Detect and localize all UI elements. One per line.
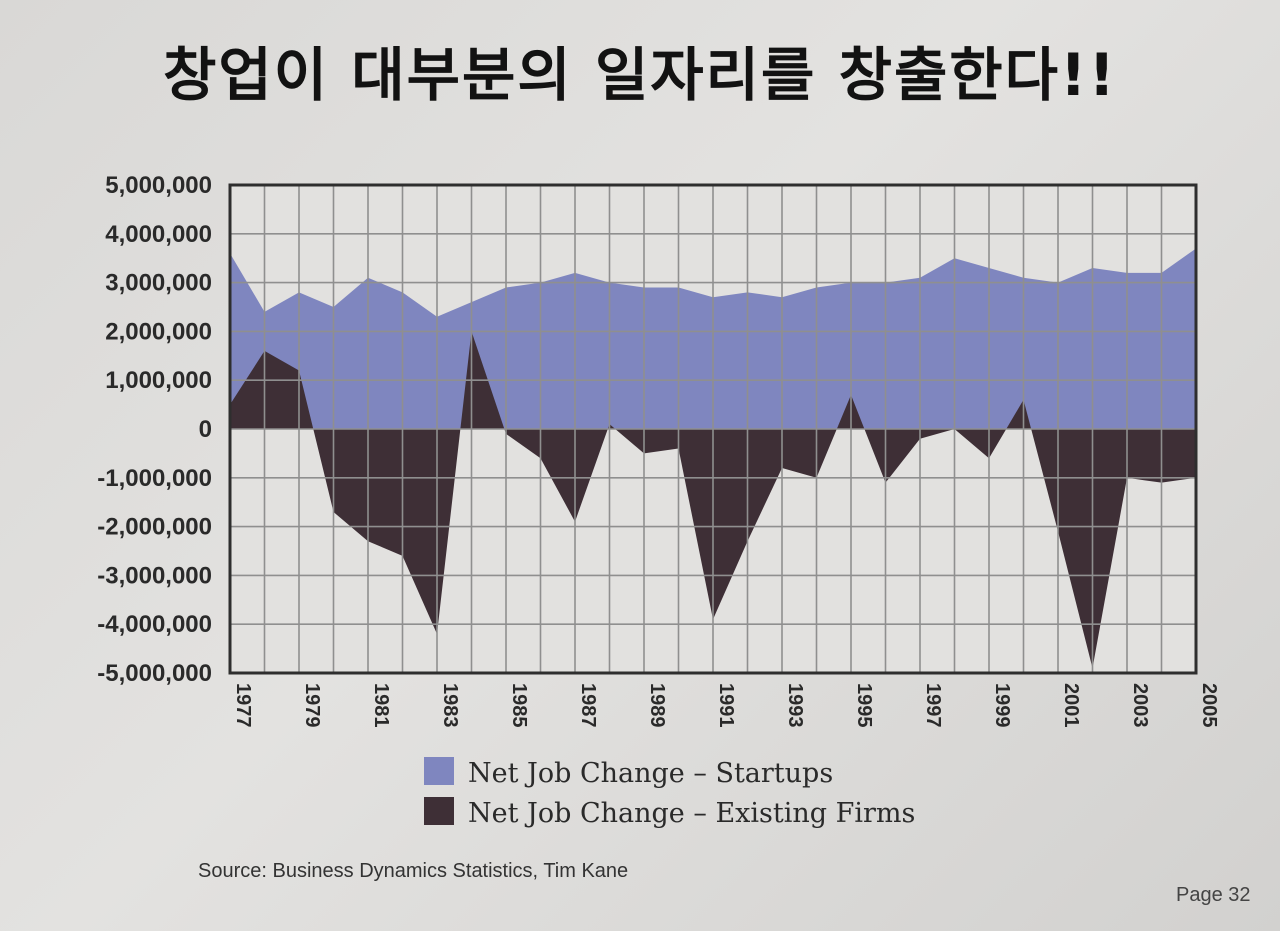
y-tick-label: 0 [199, 416, 212, 443]
page-title: 창업이 대부분의 일자리를 창출한다!! [163, 41, 1117, 109]
legend-swatch [424, 797, 454, 825]
y-tick-label: 4,000,000 [105, 221, 212, 248]
plot-border [228, 183, 1198, 675]
x-tick-label: 2001 [1060, 683, 1082, 728]
x-tick-label: 1997 [922, 683, 944, 728]
page-number: Page 32 [1176, 884, 1251, 906]
legend-label: Net Job Change – Startups [468, 758, 833, 789]
y-tick-label: 5,000,000 [105, 172, 212, 199]
y-tick-label: 2,000,000 [105, 318, 212, 345]
legend: Net Job Change – Startups Net Job Change … [424, 757, 915, 829]
x-tick-label: 1989 [646, 683, 668, 728]
x-tick-label: 1991 [715, 683, 737, 728]
grid-lines [229, 184, 1197, 674]
x-tick-label: 2005 [1198, 683, 1220, 728]
x-tick-label: 1979 [301, 683, 323, 728]
y-tick-label: 3,000,000 [105, 270, 212, 297]
x-tick-labels: 1977 1979 1981 1983 1985 1987 1989 1991 1993 1995… [232, 683, 1220, 728]
legend-label: Net Job Change – Existing Firms [468, 798, 915, 829]
y-tick-label: -1,000,000 [97, 465, 212, 492]
x-tick-label: 1999 [991, 683, 1013, 728]
y-tick-label: 1,000,000 [105, 367, 212, 394]
x-tick-label: 1977 [232, 683, 254, 728]
y-tick-label: -5,000,000 [97, 660, 212, 687]
x-tick-label: 1983 [439, 683, 461, 728]
legend-swatch [424, 757, 454, 785]
x-tick-label: 1985 [508, 683, 530, 728]
x-tick-label: 1995 [853, 683, 875, 728]
source-note: Source: Business Dynamics Statistics, Ti… [198, 860, 629, 882]
job-change-chart: 5,000,000 4,000,000 3,000,000 2,000,000 1,00… [97, 172, 1220, 829]
y-tick-label: -3,000,000 [97, 562, 212, 589]
y-tick-label: -4,000,000 [97, 611, 212, 638]
x-tick-label: 2003 [1129, 683, 1151, 728]
x-tick-label: 1987 [577, 683, 599, 728]
y-tick-label: -2,000,000 [97, 514, 212, 541]
x-tick-label: 1981 [370, 683, 392, 728]
y-tick-labels: 5,000,000 4,000,000 3,000,000 2,000,000 1,00… [97, 172, 212, 687]
x-tick-label: 1993 [784, 683, 806, 728]
